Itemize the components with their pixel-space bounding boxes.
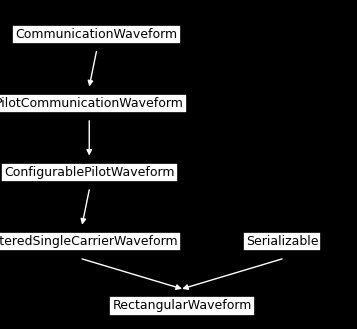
Text: Serializable: Serializable — [246, 235, 318, 248]
Text: ConfigurablePilotWaveform: ConfigurablePilotWaveform — [4, 166, 175, 179]
Text: PilotCommunicationWaveform: PilotCommunicationWaveform — [0, 97, 184, 110]
Text: RectangularWaveform: RectangularWaveform — [112, 299, 252, 313]
Text: FilteredSingleCarrierWaveform: FilteredSingleCarrierWaveform — [0, 235, 178, 248]
Text: CommunicationWaveform: CommunicationWaveform — [15, 28, 177, 41]
